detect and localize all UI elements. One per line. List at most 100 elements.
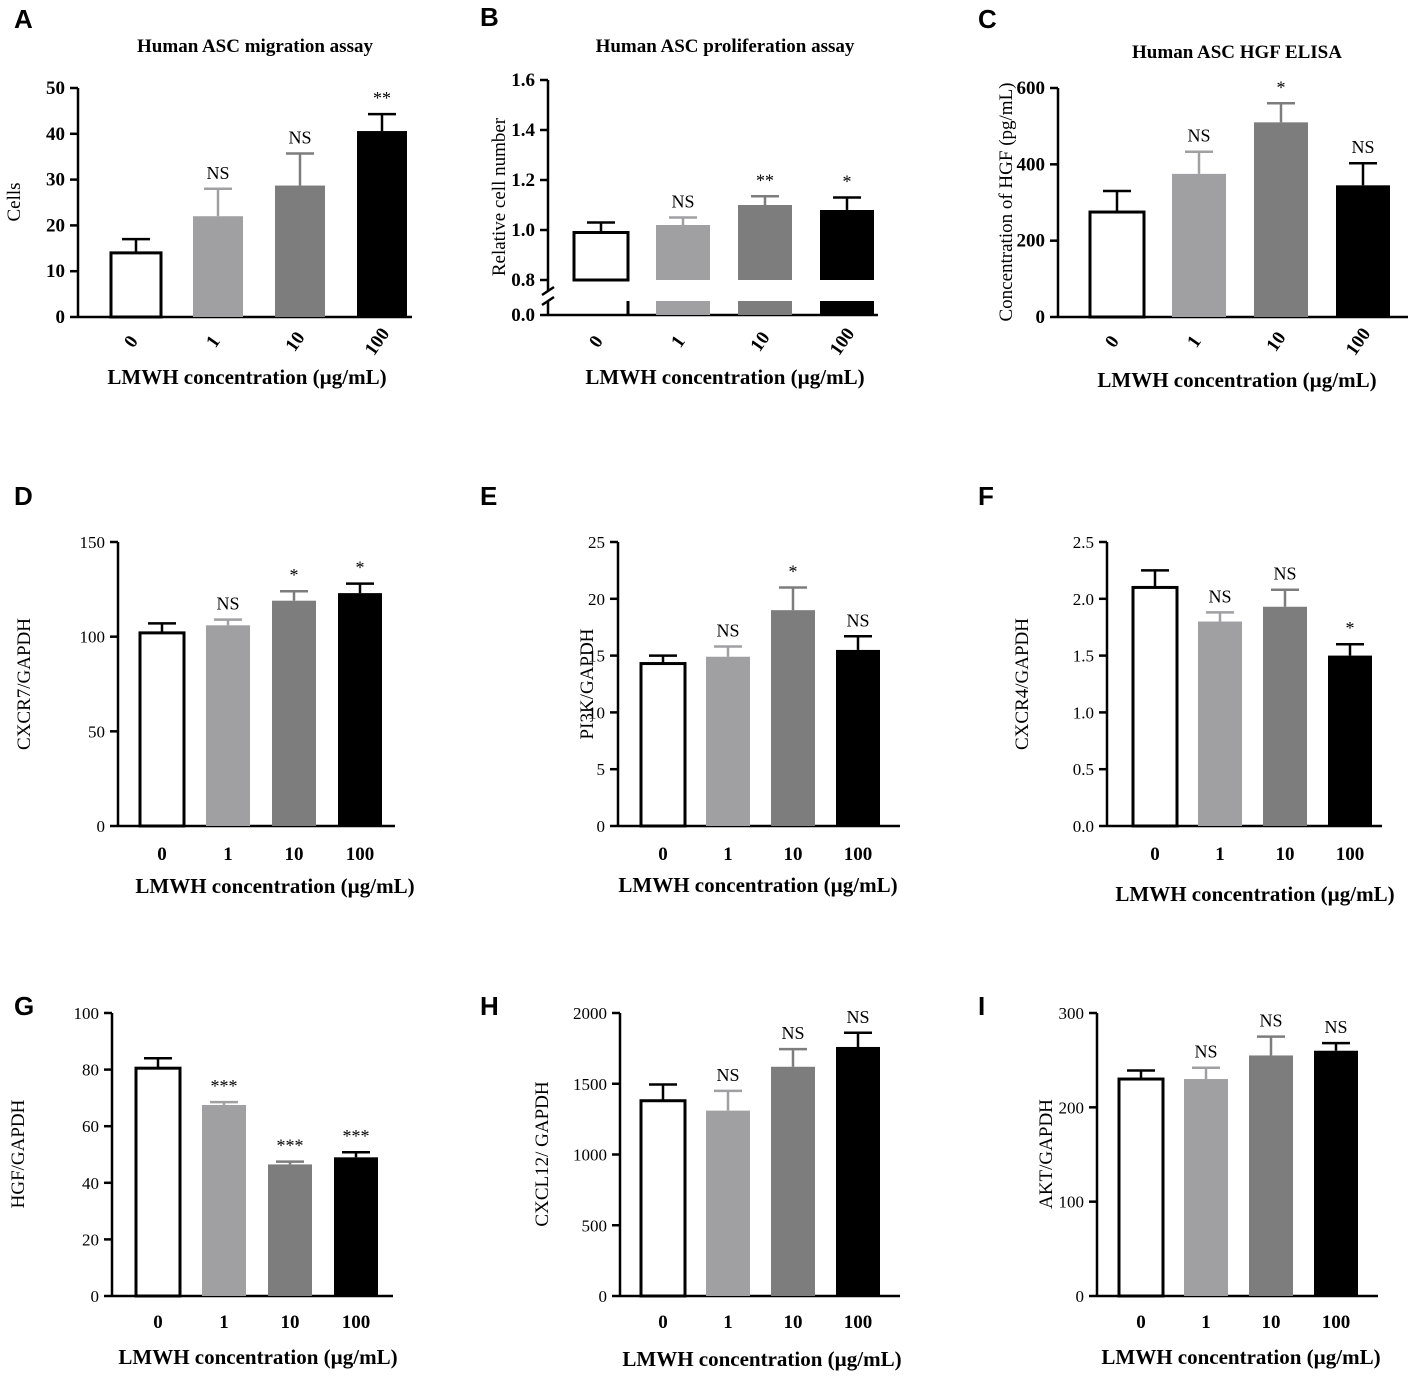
y-tick-label: 40	[82, 1174, 99, 1193]
panel-label: H	[480, 991, 499, 1021]
bar-1	[706, 1110, 750, 1296]
x-tick-label: 0	[153, 1312, 163, 1333]
significance-label: NS	[716, 621, 739, 641]
y-tick-label: 80	[82, 1061, 99, 1080]
x-tick-label: 100	[826, 324, 860, 359]
y-axis-title: HGF/GAPDH	[8, 1099, 29, 1208]
x-tick-label: 10	[746, 328, 774, 356]
x-tick-label: 1	[723, 844, 733, 865]
x-axis-title: LMWH concentration (µg/mL)	[1115, 882, 1394, 906]
y-tick-label: 30	[46, 170, 65, 191]
significance-label: NS	[781, 1023, 804, 1043]
x-tick-label: 100	[361, 324, 395, 359]
bar-0	[138, 631, 186, 828]
axis-break-mark	[541, 285, 555, 297]
y-tick-label: 300	[1059, 1004, 1085, 1023]
x-axis-title: LMWH concentration (µg/mL)	[107, 365, 386, 389]
significance-label: NS	[1208, 586, 1231, 606]
panel-label: G	[14, 991, 34, 1021]
y-tick-label: 0	[97, 817, 106, 836]
x-tick-label: 1	[1215, 844, 1225, 865]
bar-0	[639, 1099, 687, 1298]
bar-10	[268, 1164, 312, 1296]
significance-label: NS	[846, 1007, 869, 1027]
bar-10	[1263, 606, 1307, 826]
y-tick-label: 0	[597, 817, 606, 836]
y-tick-label: 400	[1017, 154, 1046, 175]
x-axis-title: LMWH concentration (µg/mL)	[618, 873, 897, 897]
y-tick-label: 20	[588, 590, 605, 609]
y-tick-label: 500	[582, 1216, 608, 1235]
significance-label: **	[756, 170, 774, 190]
y-tick-label: 0.0	[1073, 817, 1094, 836]
y-tick-label: 5	[597, 760, 606, 779]
significance-label: *	[1346, 618, 1355, 638]
y-tick-label: 200	[1059, 1098, 1085, 1117]
bar-10	[272, 600, 316, 826]
significance-label: **	[373, 88, 391, 108]
bar-1	[193, 216, 243, 317]
y-tick-label: 100	[1059, 1193, 1085, 1212]
panel-label: A	[14, 4, 33, 34]
x-tick-label: 1	[1183, 332, 1206, 352]
y-tick-label: 10	[588, 703, 605, 722]
y-tick-label: 1.4	[511, 120, 535, 141]
bar-1	[202, 1104, 246, 1296]
y-tick-label: 100	[80, 628, 106, 647]
y-tick-label: 25	[588, 533, 605, 552]
significance-label: ***	[277, 1136, 304, 1156]
y-tick-label: 100	[74, 1004, 100, 1023]
y-tick-label: 20	[46, 215, 65, 236]
y-tick-label: 2.5	[1073, 533, 1094, 552]
x-tick-label: 10	[285, 844, 304, 865]
bar-100	[836, 1046, 880, 1296]
y-tick-label: 600	[1017, 78, 1046, 99]
bar-1-lower-segment	[656, 301, 710, 315]
bar-0	[639, 662, 687, 828]
significance-label: NS	[1259, 1011, 1282, 1031]
y-tick-label: 2.0	[1073, 590, 1094, 609]
x-tick-label: 1	[1201, 1312, 1211, 1333]
bar-100	[338, 593, 382, 826]
y-tick-label: 1500	[573, 1075, 607, 1094]
x-tick-label: 10	[784, 844, 803, 865]
bar-0	[1088, 210, 1146, 319]
significance-label: ***	[211, 1076, 238, 1096]
bar-100	[836, 649, 880, 826]
significance-label: NS	[1194, 1042, 1217, 1062]
bar-10	[275, 185, 325, 317]
y-tick-label: 0	[1076, 1287, 1085, 1306]
panel-title: Human ASC proliferation assay	[596, 36, 855, 57]
panel-label: E	[480, 481, 497, 511]
panel-label: B	[480, 2, 499, 32]
panel-label: I	[978, 991, 985, 1021]
x-tick-label: 100	[1342, 324, 1376, 359]
x-tick-label: 1	[667, 332, 690, 352]
bar-100	[820, 210, 874, 280]
x-tick-label: 100	[844, 1312, 873, 1333]
y-axis-title: PI3K/GAPDH	[577, 628, 598, 739]
panel-label: F	[978, 481, 994, 511]
bar-1	[1172, 173, 1226, 317]
significance-label: NS	[288, 127, 311, 147]
y-axis-title: Cells	[4, 182, 25, 221]
x-axis-title: LMWH concentration (µg/mL)	[585, 365, 864, 389]
x-tick-label: 100	[342, 1312, 371, 1333]
x-tick-label: 1	[219, 1312, 229, 1333]
y-tick-label: 10	[46, 261, 65, 282]
y-tick-label: 1.6	[511, 70, 535, 91]
bar-10	[771, 610, 815, 826]
significance-label: *	[789, 561, 798, 581]
bar-1	[706, 656, 750, 826]
y-tick-label: 200	[1017, 231, 1046, 252]
x-tick-label: 1	[202, 332, 225, 352]
bar-10	[1249, 1055, 1293, 1296]
y-axis-title: CXCL12/ GAPDH	[532, 1081, 553, 1226]
x-tick-label: 100	[1336, 844, 1365, 865]
y-axis-title: CXCR4/GAPDH	[1012, 618, 1033, 750]
